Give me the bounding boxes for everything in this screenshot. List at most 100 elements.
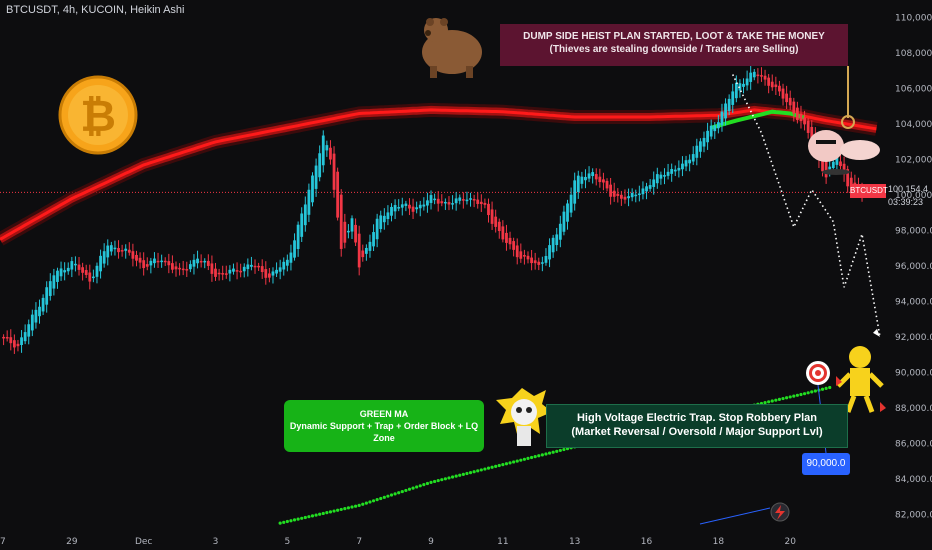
green-dot — [533, 455, 537, 459]
candle-body — [443, 201, 447, 204]
green-note-line2: Dynamic Support + Trap + Order Block + L… — [289, 421, 479, 443]
price-tick-label: 94,000.0 — [895, 297, 932, 307]
green-dot — [382, 495, 386, 499]
candle-body — [354, 224, 357, 243]
green-dot — [476, 469, 480, 473]
green-dot — [558, 448, 562, 453]
price-axis[interactable]: 82,000.0 84,000.0 86,000.0 88,000.0 90,000.0… — [895, 14, 932, 521]
candle-body — [372, 232, 375, 247]
candle-body — [688, 159, 692, 164]
candle-body — [300, 213, 304, 237]
candle-body — [659, 174, 663, 179]
candle-body — [846, 169, 850, 187]
candle-body — [339, 194, 343, 249]
candle-body — [426, 200, 429, 206]
time-tick-label: 29 — [66, 537, 78, 547]
time-tick-label: Dec — [135, 537, 152, 547]
candle-body — [566, 203, 569, 222]
green-dot — [544, 452, 548, 456]
candle-body — [515, 245, 519, 258]
green-dot — [353, 504, 358, 508]
candle-body — [576, 175, 580, 193]
green-dot — [371, 499, 376, 503]
candle-body — [329, 147, 332, 160]
green-dot — [810, 390, 814, 394]
candle-body — [12, 340, 16, 348]
candle-body — [641, 188, 645, 195]
candle-body — [487, 203, 490, 216]
projection-path — [731, 74, 881, 338]
green-dot — [802, 392, 807, 396]
candle-body — [828, 166, 832, 170]
green-dot — [407, 487, 412, 491]
candle-body — [763, 75, 767, 80]
time-axis[interactable]: 27 29 Dec 3 5 7 9 11 13 16 18 20 — [0, 537, 796, 547]
green-dot — [788, 395, 792, 399]
candle-body — [472, 199, 476, 201]
candle-body — [648, 185, 652, 189]
green-dot — [497, 463, 501, 468]
candle-body — [325, 145, 329, 151]
candle-body — [106, 245, 110, 258]
green-dot — [522, 457, 527, 461]
candle-body — [519, 251, 523, 259]
candle-body — [278, 267, 282, 272]
candle-body — [59, 268, 63, 277]
candle-body — [185, 269, 189, 271]
voltage-trap-note[interactable]: High Voltage Electric Trap. Stop Robbery… — [546, 404, 848, 448]
candle-body — [562, 211, 566, 232]
target-price-label[interactable]: 90,000.0 — [802, 453, 850, 475]
candle-body — [52, 275, 56, 289]
dump-side-note[interactable]: DUMP SIDE HEIST PLAN STARTED, LOOT & TAK… — [500, 24, 848, 66]
green-dot — [440, 478, 444, 482]
candle-body — [422, 204, 426, 207]
candle-body — [235, 270, 239, 272]
candle-body — [34, 309, 38, 323]
candle-body — [397, 207, 401, 209]
green-dot — [318, 512, 322, 516]
candle-body — [461, 199, 465, 201]
green-dot — [400, 489, 404, 494]
candle-body — [465, 199, 469, 202]
candle-body — [803, 117, 806, 125]
candle-body — [393, 205, 397, 212]
green-dot — [479, 468, 483, 472]
candle-body — [303, 204, 307, 226]
green-dot — [774, 398, 778, 402]
green-dot — [770, 399, 774, 403]
candle-body — [752, 71, 756, 78]
candle-body — [684, 160, 688, 167]
green-dot — [418, 484, 422, 488]
green-dot — [461, 472, 465, 476]
green-ma-note[interactable]: GREEN MA Dynamic Support + Trap + Order … — [284, 400, 484, 452]
candle-body — [591, 172, 595, 177]
candle-body — [835, 157, 839, 165]
price-tick-label: 92,000.0 — [895, 333, 932, 343]
green-dot — [389, 493, 394, 497]
green-dot — [458, 473, 462, 477]
volt-note-line2: (Market Reversal / Oversold / Major Supp… — [571, 426, 823, 438]
candle-body — [113, 247, 117, 250]
price-tick-label: 88,000.0 — [895, 404, 932, 414]
candle-body — [192, 259, 196, 267]
candle-body — [221, 273, 225, 275]
green-dot — [490, 465, 494, 469]
candle-body — [408, 204, 411, 209]
candle-body — [307, 189, 311, 215]
candle-body — [842, 163, 846, 175]
green-dot — [325, 511, 329, 515]
time-tick-label: 27 — [0, 537, 6, 547]
candle-body — [282, 261, 286, 270]
time-tick-label: 3 — [213, 537, 219, 547]
green-dot — [300, 516, 304, 520]
candle-body — [774, 84, 778, 88]
candle-body — [135, 254, 138, 261]
candle-body — [634, 194, 638, 197]
candle-body — [361, 250, 365, 258]
candle-body — [239, 270, 243, 273]
candle-body — [580, 176, 584, 184]
candle-body — [382, 215, 386, 223]
candle-body — [91, 276, 95, 279]
candle-body — [587, 173, 591, 179]
